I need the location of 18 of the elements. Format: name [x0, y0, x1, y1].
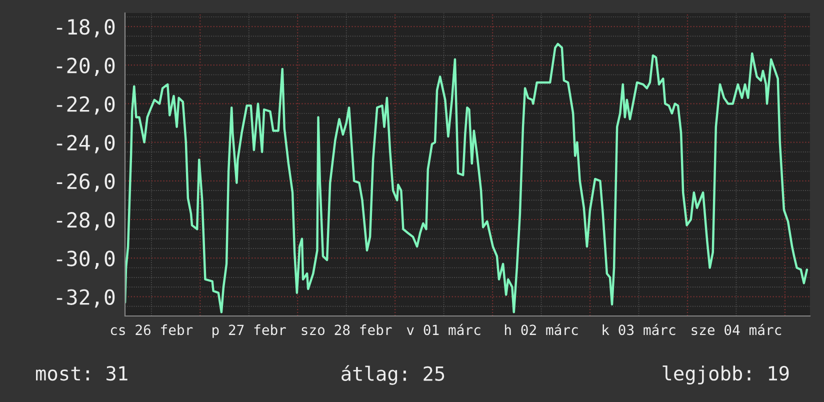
y-tick-label: -22,0 — [56, 96, 115, 115]
y-tick-label: -20,0 — [56, 58, 115, 76]
y-tick-label: -28,0 — [56, 212, 115, 230]
x-tick-label: h 02 márc — [504, 324, 578, 336]
x-tick-label: sze 04 márc — [692, 324, 782, 336]
text: most: 31 — [36, 366, 128, 381]
y-tick-label: -24,0 — [56, 134, 115, 154]
y-tick-label: -30,0 — [56, 250, 115, 269]
text: átlag: 25 — [342, 365, 444, 385]
x-tick-label: p 27 febr — [212, 324, 286, 338]
x-tick-label: szo 28 febr — [302, 324, 392, 336]
y-tick-label: -26,0 — [56, 173, 115, 192]
y-tick-label: -32,0 — [56, 289, 115, 308]
y-tick-label: -18,0 — [56, 19, 115, 38]
x-tick-label: k 03 márc — [602, 324, 676, 336]
x-tick-label: v 01 márc — [406, 324, 480, 336]
text: legjobb: 19 — [662, 365, 789, 385]
x-tick-label: cs 26 febr — [110, 324, 193, 336]
